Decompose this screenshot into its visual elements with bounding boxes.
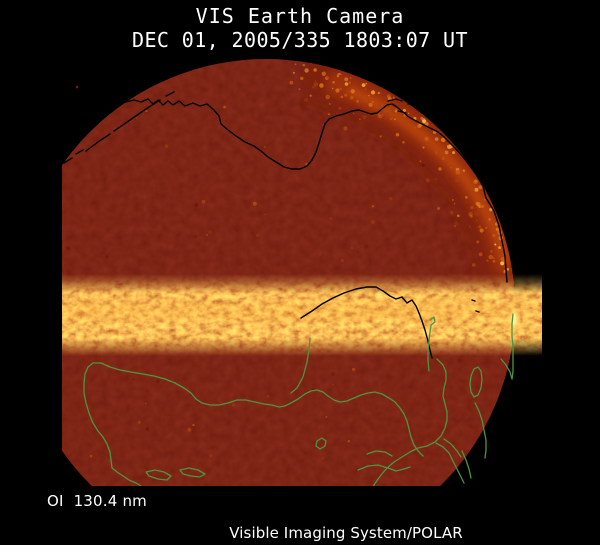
camera-field-of-view <box>62 59 515 486</box>
disk-detail <box>62 59 515 486</box>
filter-wavelength-label: OI 130.4 nm <box>47 492 147 510</box>
faint-airglow-speckles <box>66 75 471 471</box>
credit-block: Visible Imaging System/POLAR The Univers… <box>214 490 477 545</box>
image-datetime: DEC 01, 2005/335 1803:07 UT <box>132 28 468 52</box>
dayglow-speckles <box>289 63 510 274</box>
title-block: VIS Earth Camera DEC 01, 2005/335 1803:0… <box>0 4 600 52</box>
credit-line-1: Visible Imaging System/POLAR <box>229 524 463 542</box>
image-title: VIS Earth Camera <box>195 4 405 28</box>
coastline-overlay-day <box>63 91 508 359</box>
coastline-overlay-night <box>83 313 514 486</box>
bright-scan-band <box>62 276 542 354</box>
sky-speckle <box>75 85 79 89</box>
